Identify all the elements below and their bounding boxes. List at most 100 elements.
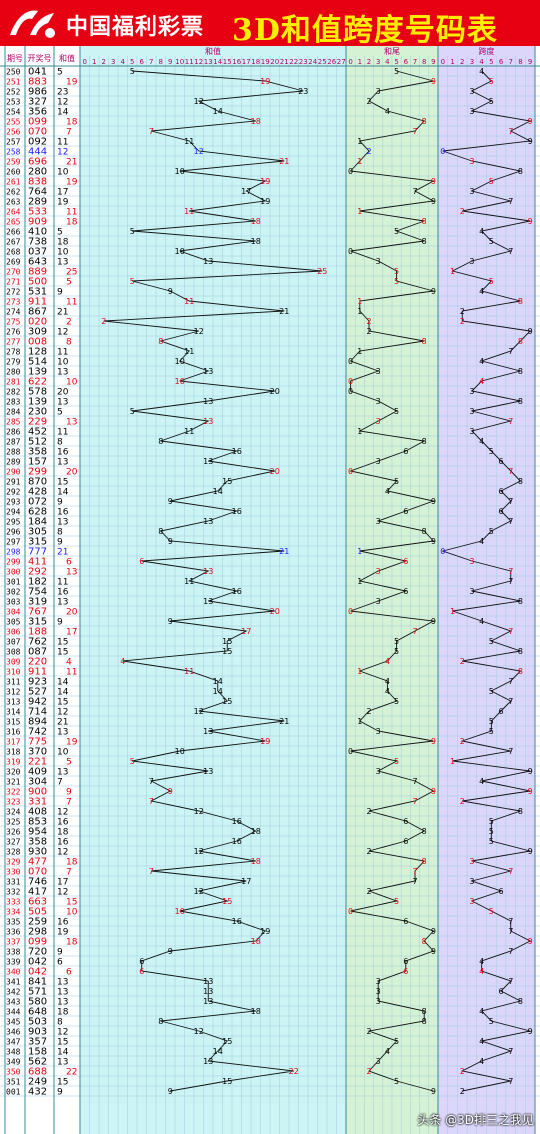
sum-cell: 15 [57,638,68,648]
draw-cell: 533 [28,207,47,218]
sum-point: 13 [203,977,213,986]
sum-cell: 15 [66,898,77,908]
page-title: 3D和值跨度号码表 [232,13,498,48]
span-point: 5 [489,827,494,836]
tail-point: 3 [376,87,381,96]
sum-cell: 10 [66,378,78,388]
draw-cell: 911 [28,667,47,678]
sum-point: 8 [158,337,163,346]
span-point: 8 [518,297,523,306]
sum-point: 22 [289,1067,299,1076]
sum-axis-tick: 16 [232,58,241,66]
tail-chart-header: 和尾 [384,47,400,56]
sum-point: 11 [184,297,194,306]
draw-cell: 070 [28,867,47,878]
draw-cell: 315 [28,617,47,628]
tail-point: 2 [366,327,371,336]
sum-cell: 9 [57,288,63,298]
tail-point: 6 [403,817,408,826]
tail-point: 0 [348,387,353,396]
sum-cell: 11 [57,348,68,358]
span-point: 5 [489,97,494,106]
issue-cell: 314 [6,708,21,717]
issue-cell: 332 [6,888,21,897]
tail-point: 9 [431,787,436,796]
sum-axis-tick: 24 [308,58,317,66]
draw-cell: 229 [28,417,47,428]
span-point: 3 [469,897,474,906]
draw-cell: 531 [28,287,47,298]
issue-cell: 250 [6,68,21,77]
draw-cell: 714 [28,707,47,718]
tail-axis-tick: 5 [394,58,398,66]
tail-point: 3 [376,367,381,376]
sum-point: 7 [149,127,154,136]
sum-axis-tick: 26 [327,58,336,66]
sum-axis-tick: 25 [318,58,327,66]
draw-cell: 923 [28,677,47,688]
span-point: 5 [489,277,494,286]
issue-cell: 270 [6,268,21,277]
issue-cell: 316 [6,728,21,737]
sum-cell: 14 [57,1048,69,1058]
tail-point: 5 [394,267,399,276]
draw-cell: 444 [28,147,47,158]
sum-cell: 8 [57,528,63,538]
sum-point: 21 [279,157,289,166]
issue-cell: 277 [6,338,21,347]
sum-axis-tick: 27 [337,58,346,66]
sum-cell: 19 [66,738,78,748]
issue-cell: 347 [6,1038,21,1047]
draw-cell: 911 [28,297,47,308]
watermark: 头条 @3D排三之我见 [417,1113,534,1127]
sum-point: 13 [203,417,213,426]
span-axis-tick: 3 [470,58,474,66]
sum-point: 18 [251,1007,261,1016]
span-axis-tick: 9 [528,58,532,66]
draw-cell: 512 [28,437,47,448]
issue-cell: 269 [6,258,21,267]
tail-point: 2 [366,707,371,716]
tail-point: 6 [403,917,408,926]
span-point: 3 [469,407,474,416]
tail-point: 8 [422,437,427,446]
issue-cell: 330 [6,868,21,877]
span-point: 4 [479,67,484,76]
tail-point: 5 [394,647,399,656]
issue-cell: 324 [6,808,21,817]
draw-cell: 930 [28,847,47,858]
tail-point: 5 [394,277,399,286]
issue-cell: 268 [6,248,21,257]
issue-cell: 350 [6,1068,21,1077]
sum-point: 5 [130,227,135,236]
sum-cell: 11 [57,138,68,148]
sum-axis-tick: 20 [270,58,279,66]
draw-cell: 500 [28,277,47,288]
sum-cell: 10 [66,908,78,918]
tail-point: 2 [366,97,371,106]
span-point: 3 [469,87,474,96]
tail-point: 0 [348,607,353,616]
tail-point: 7 [412,627,417,636]
sum-cell: 2 [66,318,72,328]
issue-cell: 287 [6,438,21,447]
span-axis-tick: 1 [450,58,454,66]
span-point: 5 [489,717,494,726]
sum-cell: 12 [57,708,68,718]
sum-point: 18 [251,117,261,126]
issue-cell: 348 [6,1048,21,1057]
tail-point: 0 [348,907,353,916]
draw-cell: 841 [28,977,47,988]
span-point: 6 [499,507,504,516]
span-point: 5 [489,727,494,736]
tail-point: 1 [357,717,362,726]
draw-cell: 259 [28,917,47,928]
draw-cell: 900 [28,787,47,798]
issue-cell: 304 [6,608,21,617]
tail-point: 1 [357,297,362,306]
sum-cell: 23 [57,88,68,98]
sum-cell: 16 [57,918,69,928]
span-point: 4 [479,1007,484,1016]
span-point: 8 [518,807,523,816]
